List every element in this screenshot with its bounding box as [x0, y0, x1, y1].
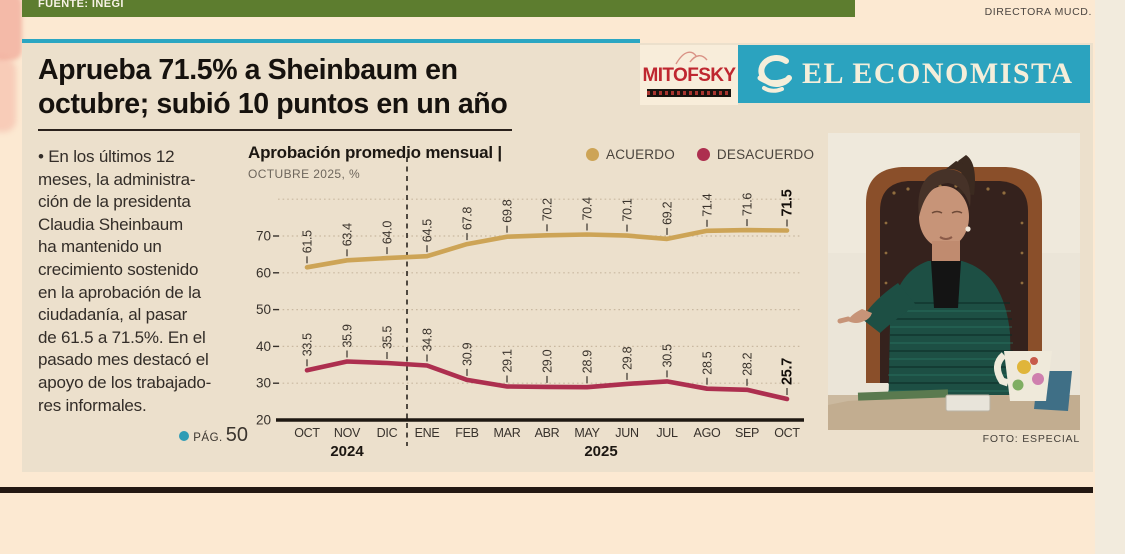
page-ref-label: PÁG. — [193, 432, 223, 444]
svg-text:67.8: 67.8 — [461, 207, 475, 230]
teal-divider-line — [22, 39, 640, 43]
svg-text:28.9: 28.9 — [581, 350, 595, 373]
svg-text:ABR: ABR — [535, 426, 560, 440]
page-reference: PÁG. 50 — [38, 424, 248, 447]
svg-text:OCT: OCT — [294, 426, 320, 440]
page-ref-bullet-icon — [179, 431, 190, 441]
page-ref-number: 50 — [225, 424, 248, 446]
svg-text:69.8: 69.8 — [501, 199, 515, 222]
svg-text:29.0: 29.0 — [541, 349, 555, 372]
svg-text:OCT: OCT — [774, 426, 800, 440]
legend-label: ACUERDO — [606, 147, 675, 162]
svg-text:50: 50 — [256, 302, 271, 317]
svg-text:2024: 2024 — [330, 443, 364, 460]
svg-text:MAR: MAR — [494, 426, 521, 440]
legend-dot-icon — [696, 148, 710, 161]
svg-text:25.7: 25.7 — [780, 358, 796, 385]
approval-chart: 20 30 40 50 60 70 61.5 63.4 64.0 64.5 67.8 69.8 70.2… — [246, 143, 826, 468]
economista-masthead: EL ECONOMISTA — [738, 45, 1090, 103]
svg-text:2025: 2025 — [584, 443, 617, 460]
legend-label: DESACUERDO — [716, 147, 815, 162]
article-summary: • En los últimos 12 meses, la administra… — [38, 147, 212, 415]
photo-credit: FOTO: ESPECIAL — [982, 433, 1080, 445]
economista-logo-icon — [757, 55, 792, 93]
mitofsky-wordmark: MITOFSKY — [642, 65, 736, 86]
svg-text:70.4: 70.4 — [581, 197, 595, 220]
chart-plot: 20 30 40 50 60 70 61.5 63.4 64.0 64.5 67.8 69.8 70.2… — [256, 157, 804, 460]
svg-text:29.8: 29.8 — [621, 346, 635, 369]
svg-text:SEP: SEP — [735, 426, 759, 440]
legend-dot-icon — [586, 148, 599, 161]
svg-text:60: 60 — [256, 265, 271, 280]
svg-text:ENE: ENE — [415, 426, 440, 440]
svg-text:35.5: 35.5 — [381, 326, 395, 349]
svg-text:61.5: 61.5 — [301, 230, 315, 253]
svg-text:30.9: 30.9 — [461, 342, 475, 365]
svg-text:64.0: 64.0 — [381, 221, 395, 244]
svg-text:28.5: 28.5 — [701, 351, 715, 374]
chart-subtitle: OCTUBRE 2025, % — [248, 167, 361, 181]
top-right-credit: DIRECTORA MUCD. — [984, 6, 1092, 18]
mitofsky-logo: MITOFSKY — [640, 45, 738, 105]
legend-item-acuerdo: ACUERDO — [586, 147, 675, 162]
scan-smudge — [0, 0, 22, 60]
svg-text:35.9: 35.9 — [341, 324, 355, 347]
svg-text:30.5: 30.5 — [661, 344, 675, 367]
svg-text:33.5: 33.5 — [301, 333, 315, 356]
sheinbaum-photo — [828, 133, 1080, 430]
svg-text:34.8: 34.8 — [421, 328, 435, 351]
mitofsky-sketch-icon — [675, 51, 708, 65]
svg-text:FEB: FEB — [455, 426, 478, 440]
svg-text:40: 40 — [256, 339, 271, 354]
sheinbaum-photo-image — [828, 133, 1080, 430]
bottom-rule — [0, 487, 1093, 493]
svg-text:JUN: JUN — [615, 426, 639, 440]
scan-smudge — [0, 58, 16, 132]
svg-text:70.2: 70.2 — [541, 198, 555, 221]
svg-text:JUL: JUL — [656, 426, 678, 440]
svg-text:69.2: 69.2 — [661, 201, 675, 224]
economista-wordmark: EL ECONOMISTA — [802, 57, 1074, 90]
source-bar-label: FUENTE: INEGI — [38, 0, 124, 10]
svg-text:AGO: AGO — [694, 426, 721, 440]
mitofsky-tagline-strip — [647, 89, 731, 97]
article-box: Aprueba 71.5% a Sheinbaum en octubre; su… — [22, 43, 1093, 472]
source-bar: FUENTE: INEGI — [22, 0, 855, 17]
svg-text:MAY: MAY — [574, 426, 600, 440]
chart-title: Aprobación promedio mensual | — [248, 143, 502, 162]
svg-text:70.1: 70.1 — [621, 198, 635, 221]
svg-text:71.4: 71.4 — [701, 193, 715, 216]
svg-text:71.5: 71.5 — [780, 189, 796, 216]
svg-text:70: 70 — [256, 229, 271, 244]
page-right-margin — [1095, 0, 1125, 554]
headline: Aprueba 71.5% a Sheinbaum en octubre; su… — [38, 54, 508, 120]
headline-underline — [38, 129, 512, 131]
svg-text:29.1: 29.1 — [501, 349, 515, 372]
chart-legend: ACUERDO DESACUERDO — [586, 147, 814, 162]
svg-text:DIC: DIC — [377, 426, 398, 440]
svg-text:NOV: NOV — [334, 426, 361, 440]
svg-text:64.5: 64.5 — [421, 219, 435, 242]
svg-text:63.4: 63.4 — [341, 223, 355, 246]
legend-item-desacuerdo: DESACUERDO — [696, 147, 815, 162]
svg-text:30: 30 — [256, 376, 271, 391]
svg-text:28.2: 28.2 — [741, 352, 755, 375]
svg-text:71.6: 71.6 — [741, 193, 755, 216]
svg-text:20: 20 — [256, 413, 271, 428]
